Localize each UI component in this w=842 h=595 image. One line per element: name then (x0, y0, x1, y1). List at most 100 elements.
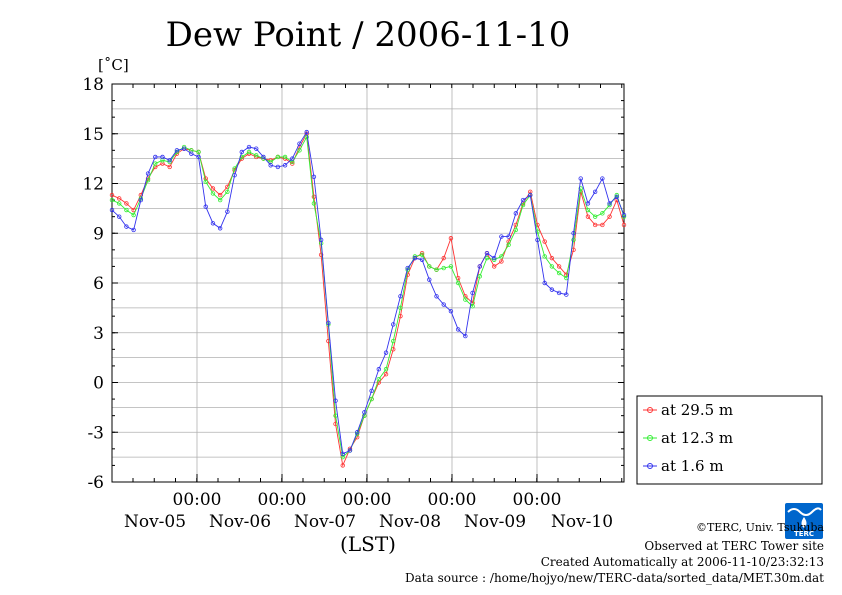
data-point (362, 410, 367, 415)
data-point (311, 194, 317, 199)
data-point (167, 158, 172, 163)
legend-label: at 29.5 m (661, 401, 733, 419)
data-point (304, 129, 309, 135)
data-point (383, 350, 389, 355)
data-point (340, 451, 345, 457)
data-point (520, 202, 526, 208)
x-time-label: 00:00 (343, 490, 392, 510)
data-point (556, 290, 562, 296)
data-point (419, 252, 425, 258)
data-point (448, 264, 454, 269)
data-point (174, 148, 180, 153)
data-point (621, 212, 627, 218)
data-point (571, 231, 576, 236)
data-point (571, 237, 576, 243)
data-point (556, 264, 562, 269)
data-point (232, 173, 237, 178)
data-point (455, 280, 461, 286)
data-point (535, 229, 540, 234)
data-series (109, 129, 627, 468)
legend-marker (647, 435, 653, 441)
y-tick-label: 6 (93, 274, 104, 294)
data-point (600, 211, 605, 216)
data-point (225, 209, 230, 214)
data-point (391, 322, 396, 327)
data-point (217, 197, 223, 203)
data-point (391, 338, 396, 344)
data-point (203, 179, 208, 185)
data-point (383, 367, 389, 372)
data-point (470, 290, 475, 296)
data-point (528, 192, 533, 198)
data-point (607, 201, 612, 206)
y-tick-label: 18 (82, 75, 104, 95)
credit-source: Data source : /home/hojyo/new/TERC-data/… (405, 571, 824, 585)
data-point (441, 255, 446, 261)
data-point (304, 134, 309, 140)
data-point (542, 254, 547, 259)
data-point (441, 302, 446, 307)
data-point (109, 207, 115, 213)
legend: at 29.5 m at 12.3 m at 1.6 m (636, 395, 823, 485)
data-point (210, 191, 216, 196)
data-point (217, 192, 223, 198)
data-point (275, 154, 281, 160)
data-point (614, 194, 619, 199)
data-point (261, 154, 266, 160)
data-point (117, 214, 122, 219)
data-point (477, 264, 482, 269)
data-point (520, 197, 526, 203)
x-date-label: Nov-10 (551, 512, 613, 532)
data-point (196, 154, 201, 160)
data-point (347, 448, 353, 453)
x-date-label: Nov-08 (379, 512, 441, 532)
data-point (434, 267, 439, 272)
data-point (275, 164, 281, 170)
data-point (203, 204, 208, 209)
credit-copyright: ©TERC, Univ. Tsukuba (696, 521, 824, 534)
data-point (549, 255, 555, 261)
data-point (405, 265, 410, 271)
data-point (340, 463, 345, 468)
data-point (383, 372, 389, 377)
y-tick-label: -6 (87, 473, 104, 493)
data-point (290, 156, 295, 161)
data-point (196, 149, 201, 155)
data-point (131, 212, 136, 218)
data-point (246, 144, 252, 150)
data-point (153, 161, 158, 166)
data-point (318, 252, 324, 258)
x-date-label: Nov-05 (124, 512, 186, 532)
x-time-label: 00:00 (173, 490, 222, 510)
data-point (124, 207, 129, 213)
data-point (578, 186, 583, 191)
x-date-label: Nov-09 (464, 512, 526, 532)
data-point (477, 274, 482, 279)
data-point (254, 153, 259, 158)
data-point (225, 189, 230, 194)
data-point (549, 287, 555, 292)
series-1 (109, 134, 627, 460)
data-point (513, 227, 519, 233)
y-axis-label: [˚C] (98, 56, 129, 74)
data-point (117, 201, 122, 206)
data-point (297, 141, 302, 146)
data-point (153, 154, 158, 160)
data-point (326, 320, 331, 325)
data-point (542, 280, 547, 286)
data-point (463, 333, 468, 339)
y-tick-label: -3 (87, 423, 104, 443)
data-point (109, 197, 115, 203)
data-point (109, 192, 115, 198)
data-point (499, 254, 504, 259)
data-point (311, 174, 317, 180)
data-point (535, 237, 540, 243)
data-point (499, 259, 504, 264)
x-time-label: 00:00 (513, 490, 562, 510)
data-point (535, 222, 540, 228)
y-tick-label: 0 (93, 374, 104, 394)
data-point (592, 214, 598, 219)
data-point (354, 430, 360, 435)
data-point (398, 305, 403, 311)
